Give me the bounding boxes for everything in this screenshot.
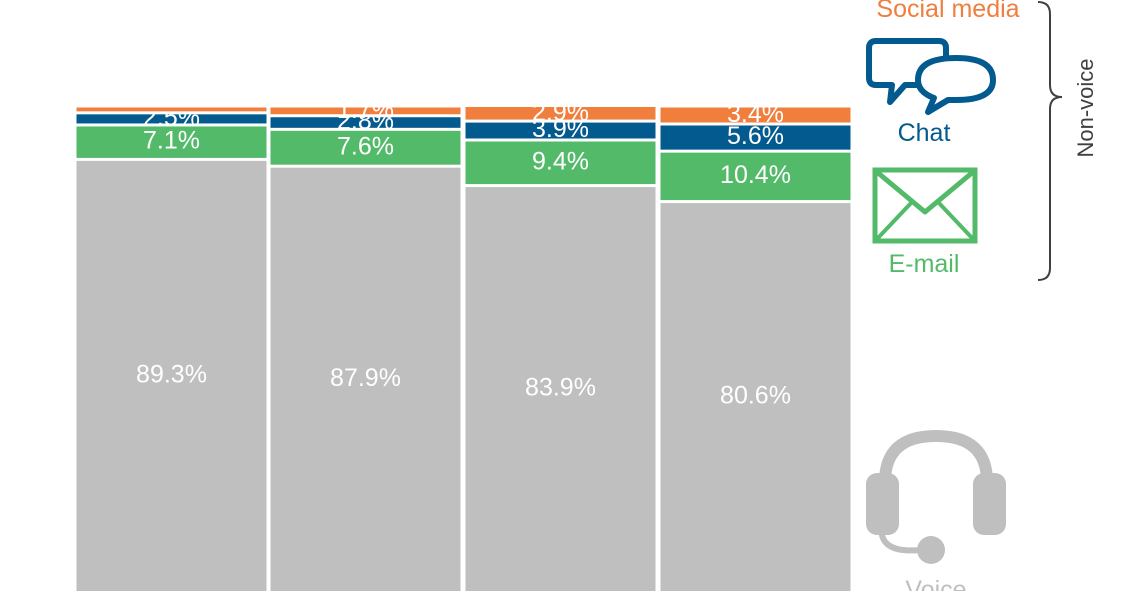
- data-label-email-col2: 7.6%: [337, 132, 394, 160]
- data-label-voice-col2: 87.9%: [330, 364, 401, 392]
- bar-email-col3: [462, 136, 659, 188]
- data-label-voice-col1: 89.3%: [136, 360, 207, 388]
- data-label-social-media-col4: 3.4%: [727, 100, 784, 128]
- data-label-voice-col4: 80.6%: [720, 382, 791, 410]
- data-label-chat-col4: 5.6%: [727, 122, 784, 150]
- bar-social-media-col2: [267, 104, 464, 118]
- bar-social-media-col3: [462, 104, 659, 123]
- data-label-email-col3: 9.4%: [532, 147, 589, 175]
- bar-social-media-col1: [73, 104, 270, 115]
- bar-voice-col2: [267, 163, 464, 591]
- legend-label-voice: Voice: [905, 576, 966, 591]
- data-label-voice-col3: 83.9%: [525, 374, 596, 402]
- bar-voice-col3: [462, 182, 659, 591]
- legend-label-social-media: Social media: [876, 0, 1019, 23]
- bar-voice-col1: [73, 156, 270, 591]
- bar-area: 89.3%7.1%2.5%87.9%7.6%2.8%1.7%83.9%9.4%3…: [73, 96, 854, 591]
- data-label-social-media-col2: 1.7%: [337, 96, 394, 124]
- data-label-email-col1: 7.1%: [143, 127, 200, 155]
- bar-voice-col4: [657, 198, 854, 591]
- bar-email-col2: [267, 126, 464, 168]
- bar-email-col4: [657, 148, 854, 204]
- chat-bubbles-icon: [866, 38, 996, 115]
- legend: Social media Chat E-mail Voice Non-voice: [866, 0, 1098, 591]
- data-label-social-media-col3: 2.9%: [532, 99, 589, 127]
- non-voice-brace: [1037, 1, 1063, 281]
- non-voice-label: Non-voice: [1073, 58, 1098, 157]
- legend-label-chat: Chat: [898, 119, 951, 147]
- envelope-icon: [872, 167, 978, 244]
- legend-label-email: E-mail: [889, 250, 960, 278]
- bar-email-col1: [73, 121, 270, 161]
- bar-chat-col4: [657, 120, 854, 153]
- bar-social-media-col4: [657, 104, 854, 126]
- data-label-email-col4: 10.4%: [720, 161, 791, 189]
- headset-icon: [866, 429, 1006, 564]
